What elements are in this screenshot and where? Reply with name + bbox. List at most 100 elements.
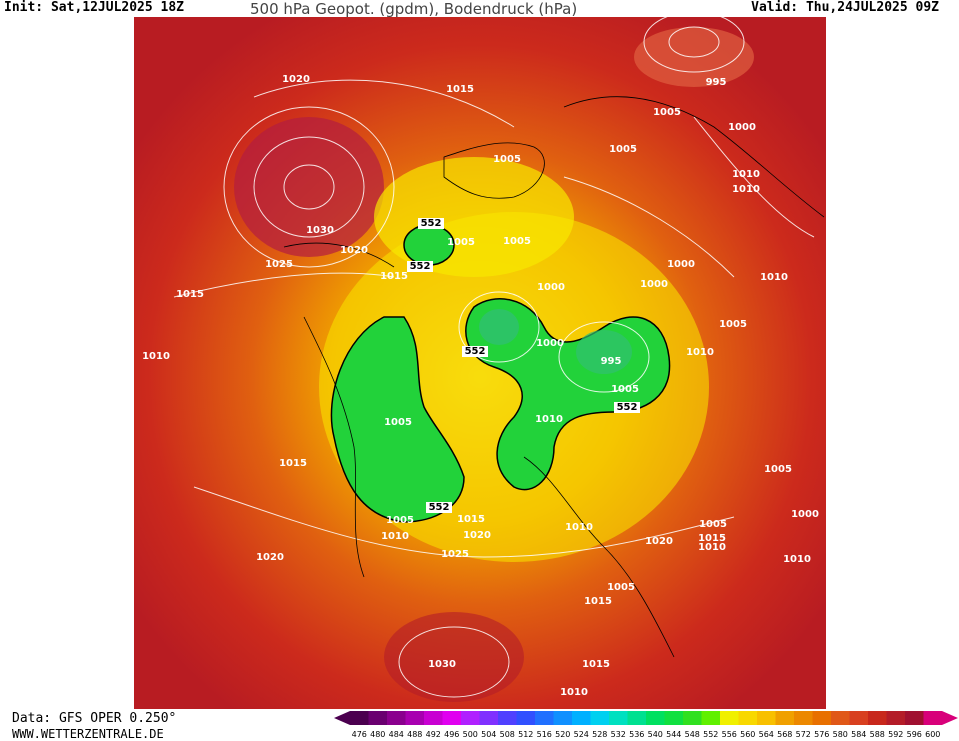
- legend-swatch: [720, 711, 739, 725]
- legend-label: 532: [611, 730, 626, 739]
- legend-swatch: [701, 711, 720, 725]
- isobar-label: 1010: [560, 687, 588, 698]
- label-bg: [426, 502, 452, 513]
- isobar-label: 1000: [728, 122, 756, 133]
- valid-time: Valid: Thu,24JUL2025 09Z: [751, 0, 939, 15]
- legend-label: 524: [574, 730, 589, 739]
- legend-arrow-high: [942, 711, 958, 725]
- legend-swatch: [775, 711, 794, 725]
- legend-label: 552: [703, 730, 718, 739]
- legend-swatch: [683, 711, 702, 725]
- legend-swatch: [831, 711, 850, 725]
- height-contour-label: 552: [465, 346, 486, 357]
- legend-swatch: [849, 711, 868, 725]
- isobar-label: 1010: [686, 347, 714, 358]
- isobar-label: 1015: [279, 458, 307, 469]
- label-bg: [407, 261, 433, 272]
- legend-label: 520: [555, 730, 570, 739]
- isobar-label: 1005: [384, 417, 412, 428]
- isobar-label: 1010: [732, 169, 760, 180]
- legend-label: 560: [740, 730, 755, 739]
- legend-swatch: [553, 711, 572, 725]
- legend-label: 600: [925, 730, 940, 739]
- coastline-alaska: [283, 242, 395, 268]
- legend-label: 596: [907, 730, 922, 739]
- legend-label: 476: [352, 730, 367, 739]
- color-legend: 476 480 484 488 492 496 500 504 508 512 516 520 524 5…: [334, 711, 958, 739]
- isobar-label: 1000: [791, 509, 819, 520]
- legend-swatch: [812, 711, 831, 725]
- isobar-label: 1015: [698, 533, 726, 544]
- legend-label: 556: [722, 730, 737, 739]
- legend-swatch: [442, 711, 461, 725]
- isobar-label: 1010: [732, 184, 760, 195]
- isobar-label: 1020: [282, 74, 310, 85]
- isobar-label: 1005: [653, 107, 681, 118]
- legend-swatch: [868, 711, 887, 725]
- height-contour-label: 552: [410, 261, 431, 272]
- isobar-label: 1005: [607, 582, 635, 593]
- label-bg: [462, 346, 488, 357]
- legend-label: 484: [389, 730, 404, 739]
- isobar-ring: [643, 17, 745, 73]
- weather-map: 1020 1015 995 1005 1000 1005 1010 1005 1010 1030 1…: [134, 17, 826, 709]
- legend-swatch: [424, 711, 443, 725]
- legend-swatch: [886, 711, 905, 725]
- isobar-line: [693, 116, 815, 238]
- isobar-label: 1005: [503, 236, 531, 247]
- legend-label: 568: [777, 730, 792, 739]
- legend-label: 588: [870, 730, 885, 739]
- isobar-label: 1030: [428, 659, 456, 670]
- isobar-ring: [668, 26, 720, 58]
- legend-swatch: [368, 711, 387, 725]
- legend-swatch: [498, 711, 517, 725]
- isobar-label: 1005: [609, 144, 637, 155]
- init-time: Init: Sat,12JUL2025 18Z: [4, 0, 185, 15]
- isobar-label: 1005: [493, 154, 521, 165]
- legend-swatch: [590, 711, 609, 725]
- isobars: [173, 17, 815, 698]
- legend-swatch: [905, 711, 924, 725]
- legend-label: 528: [592, 730, 607, 739]
- legend-swatch: [609, 711, 628, 725]
- map-labels: 1020 1015 995 1005 1000 1005 1010 1005 1010 1030 1…: [142, 74, 819, 698]
- legend-swatch: [405, 711, 424, 725]
- legend-swatch: [923, 711, 942, 725]
- yellow-band-north: [374, 157, 574, 277]
- legend-label: 584: [851, 730, 866, 739]
- label-bg: [614, 402, 640, 413]
- isobar-label: 1010: [698, 542, 726, 553]
- legend-label: 480: [370, 730, 385, 739]
- isobar-label: 1000: [640, 279, 668, 290]
- legend-label: 496: [444, 730, 459, 739]
- isobar-label: 1015: [176, 289, 204, 300]
- chart-title: 500 hPa Geopot. (gpdm), Bodendruck (hPa): [250, 0, 578, 18]
- legend-label: 540: [648, 730, 663, 739]
- low-core-east: [576, 330, 632, 374]
- isobar-label: 1010: [142, 351, 170, 362]
- legend-label: 512: [518, 730, 533, 739]
- isobar-ring: [283, 164, 335, 210]
- isobar-label: 1020: [256, 552, 284, 563]
- isobar-label: 1015: [584, 596, 612, 607]
- isobar-label: 1000: [667, 259, 695, 270]
- height-contour-label: 552: [429, 502, 450, 513]
- isobar-label: 1020: [340, 245, 368, 256]
- coastline-europe: [523, 456, 675, 658]
- legend-label: 516: [537, 730, 552, 739]
- legend-swatch: [664, 711, 683, 725]
- legend-swatch: [738, 711, 757, 725]
- legend-label: 576: [814, 730, 829, 739]
- isobar-ring: [398, 626, 510, 698]
- isobar-label: 1015: [582, 659, 610, 670]
- legend-swatch: [350, 711, 369, 725]
- isobar-label: 1005: [386, 515, 414, 526]
- legend-swatch: [479, 711, 498, 725]
- legend-swatch: [572, 711, 591, 725]
- legend-label: 492: [426, 730, 441, 739]
- isobar-label: 1010: [535, 414, 563, 425]
- isobar-label: 1010: [783, 554, 811, 565]
- isobar-label: 1005: [764, 464, 792, 475]
- green-low-west: [330, 316, 465, 523]
- height-contour-label: 552: [617, 402, 638, 413]
